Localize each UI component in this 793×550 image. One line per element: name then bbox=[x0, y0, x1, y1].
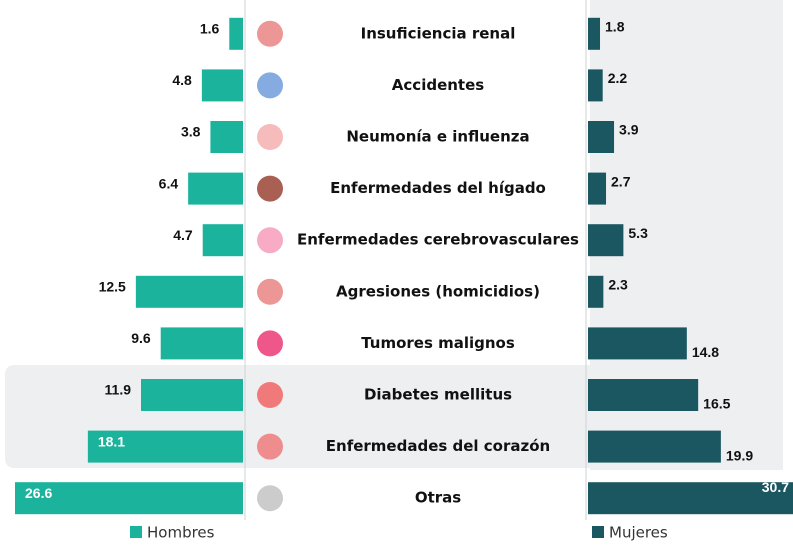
value-label: 16.5 bbox=[703, 396, 730, 412]
value-label: 4.7 bbox=[173, 227, 193, 243]
value-label: 1.6 bbox=[200, 21, 220, 37]
bar bbox=[15, 482, 243, 515]
bar bbox=[588, 121, 615, 153]
bar bbox=[160, 327, 243, 360]
bar bbox=[135, 275, 243, 308]
value-label: 14.8 bbox=[692, 344, 719, 360]
bar bbox=[588, 430, 721, 463]
icon bbox=[257, 433, 283, 460]
category-label: Enfermedades cerebrovasculares bbox=[297, 231, 579, 249]
bar bbox=[141, 379, 243, 411]
category-label: Accidentes bbox=[392, 76, 484, 94]
legend-swatch bbox=[592, 526, 604, 538]
bar bbox=[87, 430, 243, 463]
value-label: 12.5 bbox=[99, 279, 126, 295]
bar bbox=[202, 224, 243, 257]
icon bbox=[257, 124, 283, 150]
icon bbox=[257, 20, 283, 47]
legend-swatch bbox=[130, 526, 142, 538]
icon bbox=[257, 278, 283, 305]
value-label: 11.9 bbox=[105, 382, 132, 398]
value-label: 18.1 bbox=[98, 433, 125, 449]
value-label: 19.9 bbox=[726, 447, 753, 463]
category-label: Tumores malignos bbox=[361, 334, 515, 352]
value-label: 30.7 bbox=[762, 479, 789, 495]
icon bbox=[257, 175, 283, 202]
bar bbox=[588, 17, 601, 50]
bar bbox=[210, 121, 243, 153]
category-label: Enfermedades del hígado bbox=[330, 179, 546, 197]
icon bbox=[257, 72, 283, 99]
category-label: Agresiones (homicidios) bbox=[336, 282, 540, 300]
category-label: Neumonía e influenza bbox=[346, 128, 529, 146]
category-label: Otras bbox=[415, 489, 461, 507]
bar bbox=[201, 69, 243, 102]
bar bbox=[588, 379, 699, 411]
bar bbox=[588, 69, 603, 102]
bar bbox=[188, 172, 243, 205]
category-label: Insuficiencia renal bbox=[361, 24, 516, 42]
category-label: Enfermedades del corazón bbox=[326, 437, 550, 455]
value-label: 2.2 bbox=[608, 70, 628, 86]
icon bbox=[257, 382, 283, 408]
value-label: 5.3 bbox=[628, 225, 648, 241]
icon bbox=[257, 485, 283, 512]
bar bbox=[588, 172, 607, 205]
value-label: 2.3 bbox=[608, 277, 628, 293]
bar bbox=[588, 327, 687, 360]
bar bbox=[588, 275, 604, 308]
value-label: 6.4 bbox=[159, 175, 179, 191]
value-label: 9.6 bbox=[131, 330, 151, 346]
bar bbox=[229, 17, 243, 50]
legend-label: Hombres bbox=[147, 524, 215, 542]
value-label: 1.8 bbox=[605, 19, 625, 35]
value-label: 26.6 bbox=[25, 485, 52, 501]
icon bbox=[257, 330, 283, 357]
value-label: 3.8 bbox=[181, 124, 201, 140]
value-label: 3.9 bbox=[619, 122, 639, 138]
icon bbox=[257, 227, 283, 254]
value-label: 2.7 bbox=[611, 173, 631, 189]
bar bbox=[588, 482, 793, 515]
legend-label: Mujeres bbox=[609, 524, 668, 542]
category-label: Diabetes mellitus bbox=[364, 386, 512, 404]
bar bbox=[588, 224, 624, 257]
value-label: 4.8 bbox=[172, 72, 192, 88]
